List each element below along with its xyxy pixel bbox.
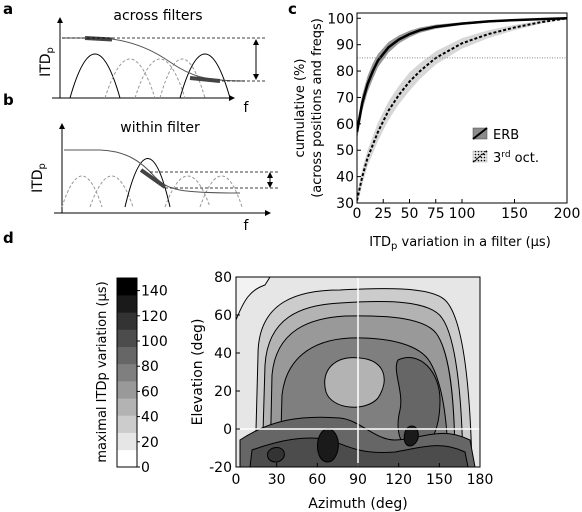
panel-d-xlabel: Azimuth (deg) xyxy=(308,496,407,512)
colorbar-tick-label: 0 xyxy=(141,460,150,476)
panel-a-itd-segment xyxy=(189,76,221,83)
panel-a-title: across filters xyxy=(113,8,202,24)
colorbar-segment xyxy=(117,449,137,468)
y-tick-label: 0 xyxy=(223,422,232,438)
y-tick-label: 100 xyxy=(327,11,354,27)
y-tick-label: 80 xyxy=(214,270,232,286)
panel-b-letter: b xyxy=(3,91,14,109)
colorbar-tick-label: 20 xyxy=(141,435,159,451)
colorbar-tick-label: 80 xyxy=(141,359,159,375)
panel-b-xlabel: f xyxy=(244,218,250,234)
x-tick-label: 75 xyxy=(427,206,445,222)
panel-a-filter xyxy=(134,58,186,99)
contour-band xyxy=(324,357,385,408)
colorbar-segment xyxy=(117,432,137,451)
x-tick-label: 50 xyxy=(401,206,419,222)
y-tick-label: 40 xyxy=(336,170,354,186)
panel-a-filter xyxy=(159,58,206,99)
colorbar-tick-label: 100 xyxy=(141,334,168,350)
series-band-0 xyxy=(357,18,567,140)
panel-b: b within filter ITDp f xyxy=(3,91,278,234)
panel-b-filter xyxy=(89,175,134,208)
y-tick-label: 40 xyxy=(214,346,232,362)
colorbar-segment xyxy=(117,346,137,365)
panel-b-filter xyxy=(199,175,243,208)
panel-a-letter: a xyxy=(3,0,13,18)
colorbar-tick-label: 60 xyxy=(141,384,159,400)
panel-c-xlabel: ITDp variation in a filter (µs) xyxy=(369,235,551,252)
panel-b-filter xyxy=(164,175,211,208)
legend-label-3rd-oct: 3rd oct. xyxy=(493,150,539,166)
panel-b-filter xyxy=(124,158,171,208)
contour-hotspot xyxy=(403,425,419,447)
y-tick-label: 80 xyxy=(336,64,354,80)
colorbar-tick-label: 120 xyxy=(141,309,168,325)
x-tick-label: 180 xyxy=(467,472,494,488)
colorbar-segment xyxy=(117,295,137,313)
x-tick-label: 0 xyxy=(353,206,362,222)
x-tick-label: 150 xyxy=(426,472,453,488)
panel-d-letter: d xyxy=(3,229,14,247)
y-tick-label: 20 xyxy=(214,384,232,400)
x-tick-label: 200 xyxy=(554,206,581,222)
panel-c-ylabel-line2: (across positions and freqs) xyxy=(310,18,325,198)
series-line-1 xyxy=(357,17,567,201)
panel-a-ylabel: ITDp xyxy=(38,47,56,77)
y-tick-label: 90 xyxy=(336,38,354,54)
panel-a-filter xyxy=(104,58,156,99)
panel-b-ylabel: ITDp xyxy=(30,163,48,193)
panel-a-filter xyxy=(69,53,121,99)
panel-a-xlabel: f xyxy=(244,100,250,116)
panel-b-itd-segment xyxy=(139,168,167,189)
y-tick-label: 30 xyxy=(336,196,354,212)
y-tick-label: 50 xyxy=(336,143,354,159)
colorbar-segment xyxy=(117,278,137,296)
panel-d: d 0 20 40 60 80 100 120 140 maximal ITDp variat… xyxy=(3,229,493,512)
colorbar-frame xyxy=(116,277,138,468)
panel-b-title: within filter xyxy=(120,120,200,136)
panel-b-itd-curve xyxy=(64,149,241,194)
colorbar-segment xyxy=(117,381,137,399)
x-tick-label: 90 xyxy=(349,472,367,488)
y-tick-label: 60 xyxy=(214,308,232,324)
panel-c-legend: ERB 3rd oct. xyxy=(472,127,539,166)
panel-a: a across filters ITDp f xyxy=(3,0,265,116)
x-tick-label: 25 xyxy=(374,206,392,222)
colorbar-label: maximal ITDp variation (µs) xyxy=(95,281,110,462)
panel-c-letter: c xyxy=(288,0,297,18)
panel-d-ylabel: Elevation (deg) xyxy=(190,319,206,426)
colorbar-segment xyxy=(117,415,137,433)
contour-hotspot xyxy=(317,428,339,463)
panel-b-filter xyxy=(61,175,103,208)
y-tick-label: 70 xyxy=(336,90,354,106)
legend-line-3rd-oct xyxy=(472,150,488,163)
x-tick-label: 30 xyxy=(268,472,286,488)
series-line-0 xyxy=(357,17,567,133)
contour-map xyxy=(236,277,480,467)
x-tick-label: 60 xyxy=(308,472,326,488)
colorbar-segment xyxy=(117,398,137,416)
x-tick-label: 120 xyxy=(385,472,412,488)
contour-hotspot xyxy=(267,447,285,463)
legend-line-erb xyxy=(472,127,488,140)
contour-band xyxy=(236,277,271,321)
legend-label-erb: ERB xyxy=(493,128,519,143)
colorbar: 0 20 40 60 80 100 120 140 xyxy=(116,277,168,476)
x-tick-label: 0 xyxy=(232,472,241,488)
colorbar-tick-label: 140 xyxy=(141,284,168,300)
panel-a-itd-curve xyxy=(62,37,246,82)
y-tick-label: 60 xyxy=(336,117,354,133)
x-tick-label: 100 xyxy=(449,206,476,222)
colorbar-segment xyxy=(117,329,137,348)
colorbar-segment xyxy=(117,363,137,382)
colorbar-tick-label: 40 xyxy=(141,410,159,426)
colorbar-segment xyxy=(117,312,137,330)
y-tick-label: -20 xyxy=(209,460,232,476)
x-tick-label: 150 xyxy=(501,206,528,222)
panel-c-ylabel-line1: cumulative (%) xyxy=(293,59,308,158)
